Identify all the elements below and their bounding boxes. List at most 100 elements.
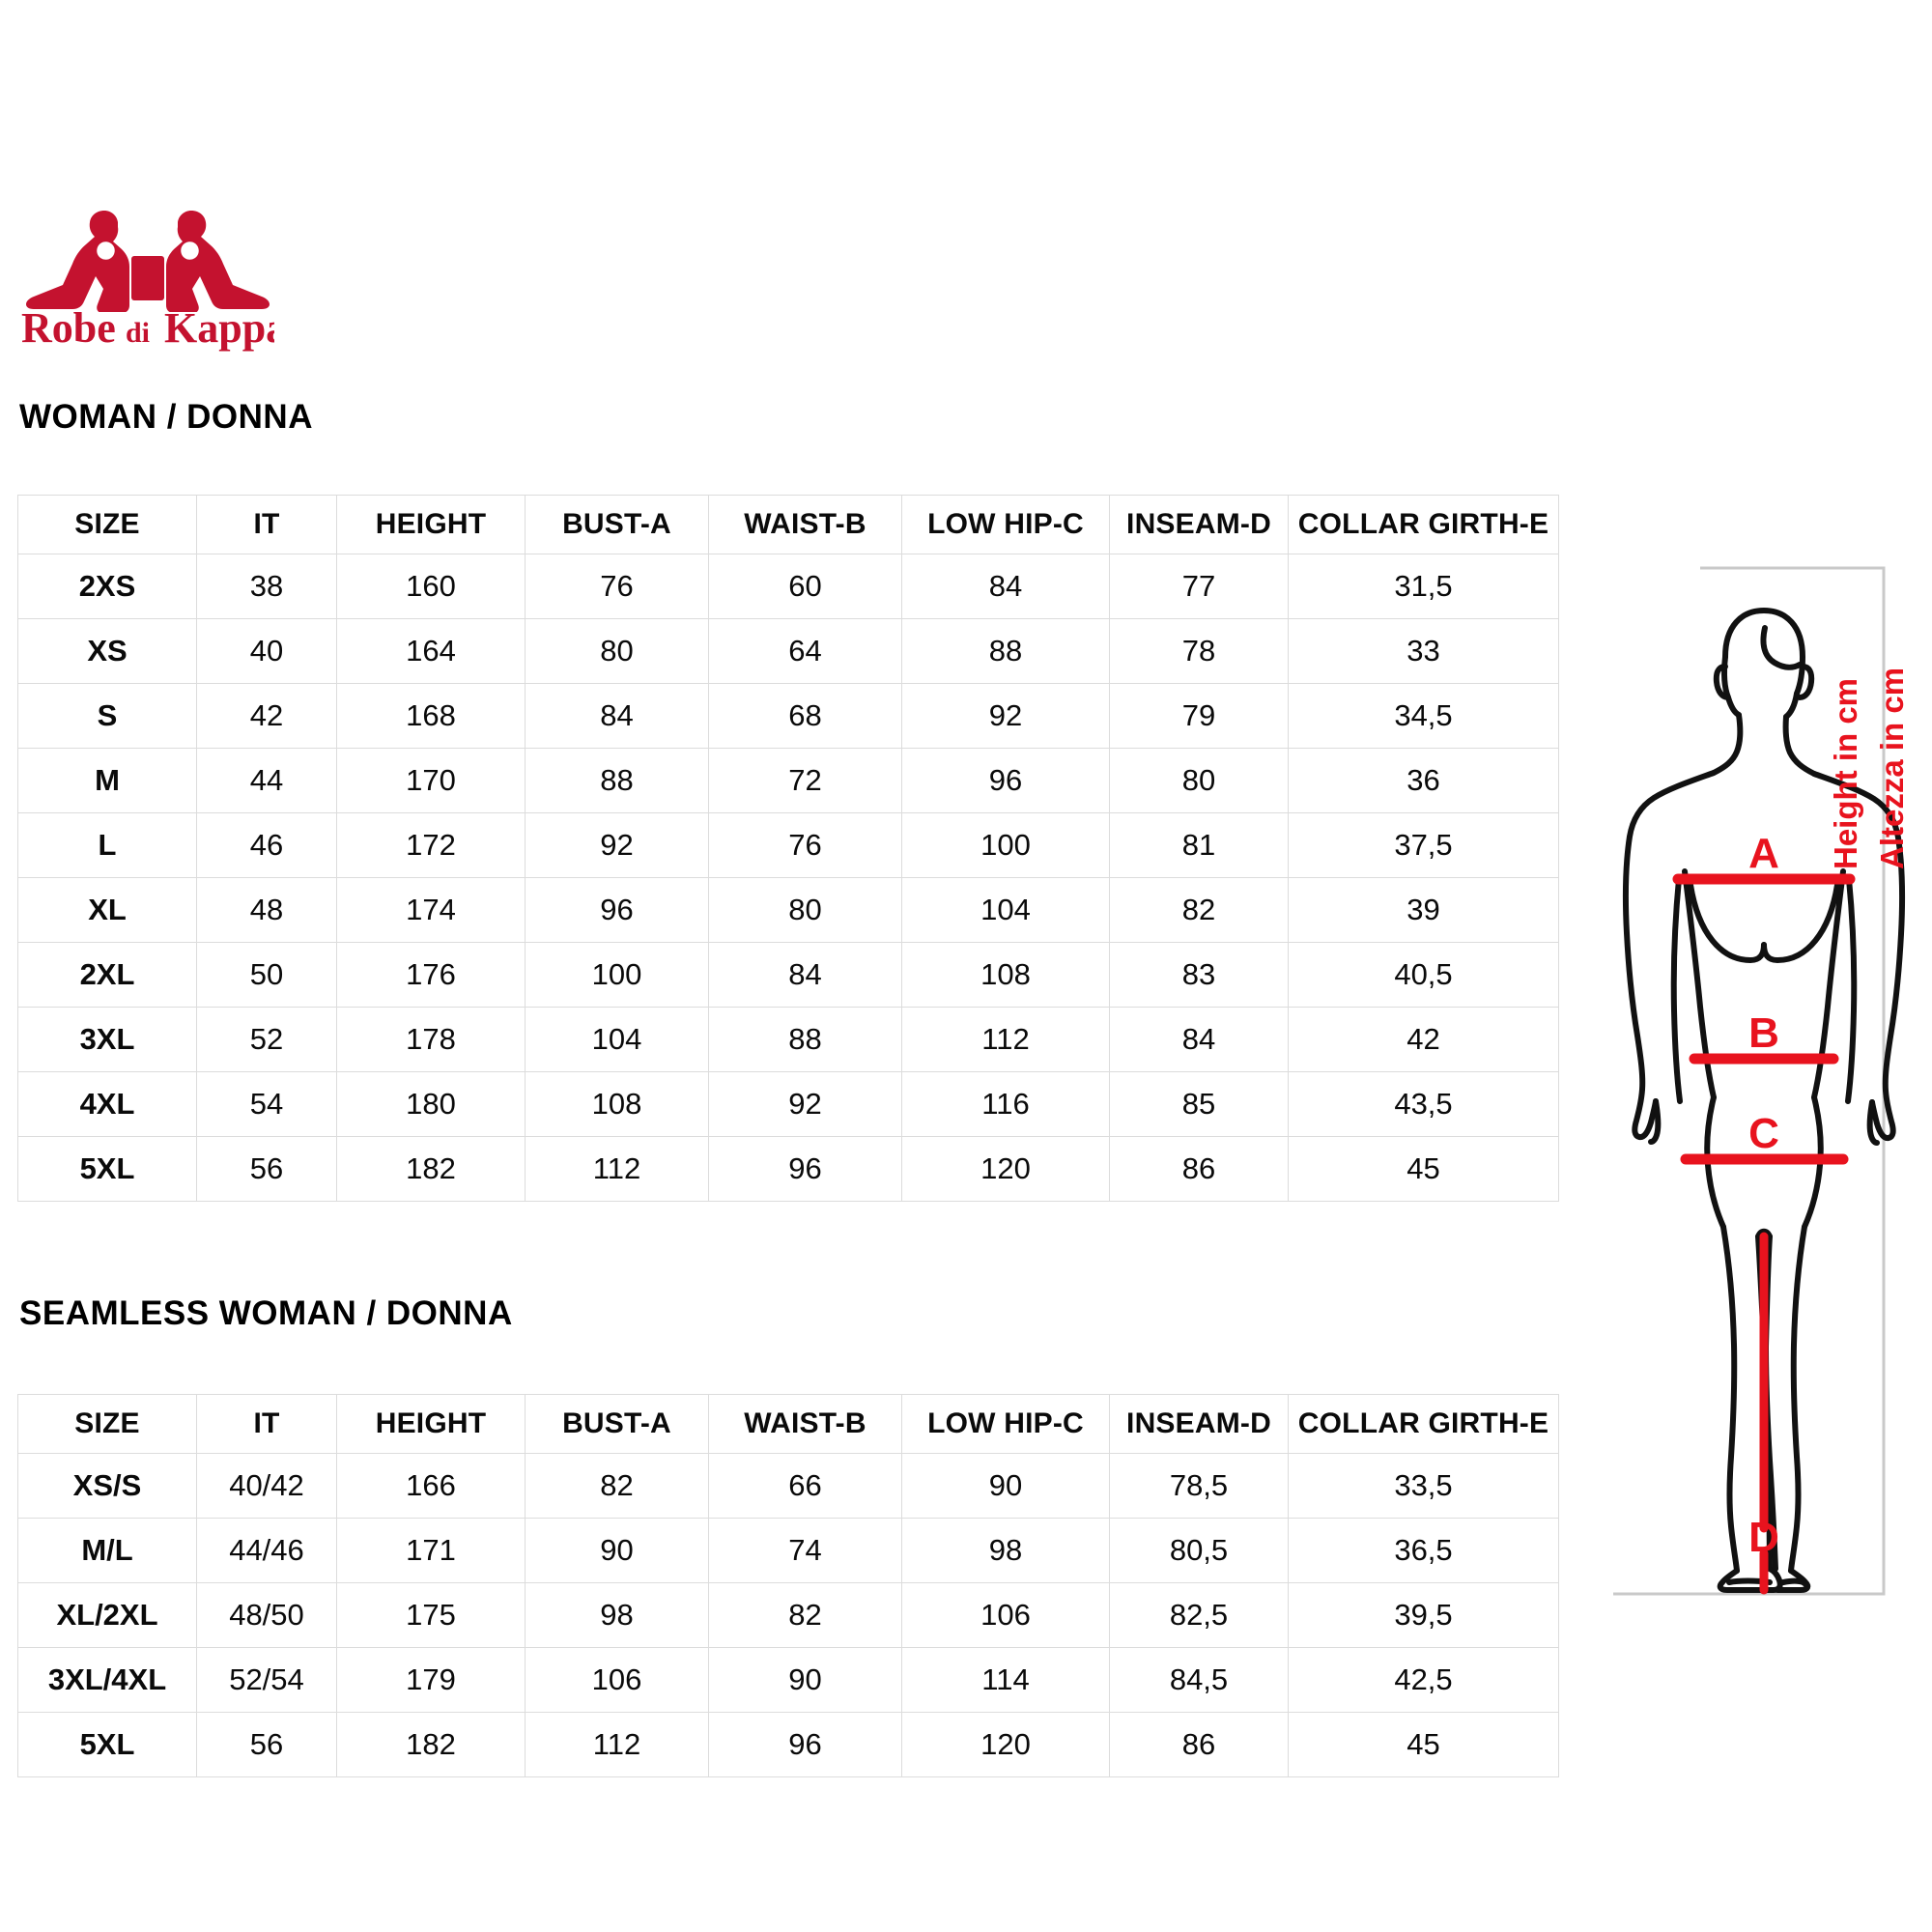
cell-size: XL bbox=[17, 877, 197, 943]
section-title-seamless: SEAMLESS WOMAN / DONNA bbox=[19, 1294, 513, 1332]
cell-it: 54 bbox=[196, 1071, 337, 1137]
table-row: XL 48 174 96 80 104 82 39 bbox=[17, 877, 1559, 943]
cell-inseam: 82 bbox=[1109, 877, 1289, 943]
cell-inseam: 78 bbox=[1109, 618, 1289, 684]
brand-logo: Robe di Kappa bbox=[17, 198, 278, 362]
cell-inseam: 82,5 bbox=[1109, 1582, 1289, 1648]
cell-it: 48 bbox=[196, 877, 337, 943]
col-header-size: SIZE bbox=[17, 495, 197, 554]
cell-collar: 42,5 bbox=[1288, 1647, 1559, 1713]
cell-lowhip: 104 bbox=[901, 877, 1110, 943]
cell-height: 179 bbox=[336, 1647, 526, 1713]
cell-collar: 45 bbox=[1288, 1136, 1559, 1202]
cell-it: 52 bbox=[196, 1007, 337, 1072]
cell-collar: 39 bbox=[1288, 877, 1559, 943]
cell-collar: 45 bbox=[1288, 1712, 1559, 1777]
cell-collar: 36 bbox=[1288, 748, 1559, 813]
col-header-inseam: INSEAM-D bbox=[1109, 1394, 1289, 1454]
cell-size: XS/S bbox=[17, 1453, 197, 1519]
col-header-lowhip: LOW HIP-C bbox=[901, 1394, 1110, 1454]
cell-inseam: 78,5 bbox=[1109, 1453, 1289, 1519]
col-header-size: SIZE bbox=[17, 1394, 197, 1454]
wordmark-di: di bbox=[126, 317, 150, 349]
cell-waist: 76 bbox=[708, 812, 902, 878]
measure-label-a: A bbox=[1748, 830, 1779, 877]
cell-waist: 60 bbox=[708, 554, 902, 619]
wordmark-kappa: Kappa bbox=[164, 306, 274, 352]
cell-collar: 37,5 bbox=[1288, 812, 1559, 878]
cell-inseam: 84,5 bbox=[1109, 1647, 1289, 1713]
cell-inseam: 86 bbox=[1109, 1712, 1289, 1777]
cell-waist: 66 bbox=[708, 1453, 902, 1519]
cell-it: 42 bbox=[196, 683, 337, 749]
cell-collar: 34,5 bbox=[1288, 683, 1559, 749]
cell-height: 180 bbox=[336, 1071, 526, 1137]
cell-bust: 88 bbox=[525, 748, 709, 813]
table-row: XS 40 164 80 64 88 78 33 bbox=[17, 618, 1559, 684]
cell-collar: 36,5 bbox=[1288, 1518, 1559, 1583]
cell-waist: 88 bbox=[708, 1007, 902, 1072]
col-header-bust: BUST-A bbox=[525, 1394, 709, 1454]
cell-lowhip: 92 bbox=[901, 683, 1110, 749]
cell-waist: 68 bbox=[708, 683, 902, 749]
cell-size: XL/2XL bbox=[17, 1582, 197, 1648]
cell-it: 56 bbox=[196, 1136, 337, 1202]
cell-bust: 96 bbox=[525, 877, 709, 943]
cell-bust: 100 bbox=[525, 942, 709, 1008]
measure-label-b: B bbox=[1748, 1009, 1779, 1057]
cell-size: 3XL bbox=[17, 1007, 197, 1072]
measure-label-d: D bbox=[1748, 1514, 1779, 1561]
cell-bust: 112 bbox=[525, 1712, 709, 1777]
cell-waist: 96 bbox=[708, 1712, 902, 1777]
cell-collar: 33 bbox=[1288, 618, 1559, 684]
cell-inseam: 83 bbox=[1109, 942, 1289, 1008]
cell-lowhip: 116 bbox=[901, 1071, 1110, 1137]
cell-height: 172 bbox=[336, 812, 526, 878]
cell-inseam: 77 bbox=[1109, 554, 1289, 619]
wordmark-robe: Robe bbox=[21, 306, 116, 352]
cell-lowhip: 114 bbox=[901, 1647, 1110, 1713]
cell-height: 168 bbox=[336, 683, 526, 749]
cell-it: 50 bbox=[196, 942, 337, 1008]
table-row: M 44 170 88 72 96 80 36 bbox=[17, 748, 1559, 813]
cell-it: 44 bbox=[196, 748, 337, 813]
cell-lowhip: 106 bbox=[901, 1582, 1110, 1648]
cell-size: 2XS bbox=[17, 554, 197, 619]
section-title-woman: WOMAN / DONNA bbox=[19, 398, 313, 436]
cell-collar: 43,5 bbox=[1288, 1071, 1559, 1137]
cell-bust: 106 bbox=[525, 1647, 709, 1713]
cell-lowhip: 100 bbox=[901, 812, 1110, 878]
col-header-it: IT bbox=[196, 495, 337, 554]
cell-size: M/L bbox=[17, 1518, 197, 1583]
col-header-height: HEIGHT bbox=[336, 495, 526, 554]
cell-size: 5XL bbox=[17, 1712, 197, 1777]
table-row: XL/2XL 48/50 175 98 82 106 82,5 39,5 bbox=[17, 1582, 1559, 1648]
cell-inseam: 81 bbox=[1109, 812, 1289, 878]
cell-it: 56 bbox=[196, 1712, 337, 1777]
cell-bust: 108 bbox=[525, 1071, 709, 1137]
cell-height: 178 bbox=[336, 1007, 526, 1072]
table-row: 4XL 54 180 108 92 116 85 43,5 bbox=[17, 1071, 1559, 1137]
height-label-it: Altezza in cm bbox=[1874, 668, 1910, 869]
brand-wordmark: Robe di Kappa bbox=[21, 306, 274, 352]
table-row: 2XL 50 176 100 84 108 83 40,5 bbox=[17, 942, 1559, 1008]
height-label-en: Height in cm bbox=[1828, 678, 1863, 869]
cell-height: 166 bbox=[336, 1453, 526, 1519]
cell-height: 175 bbox=[336, 1582, 526, 1648]
cell-bust: 98 bbox=[525, 1582, 709, 1648]
col-header-waist: WAIST-B bbox=[708, 495, 902, 554]
cell-collar: 33,5 bbox=[1288, 1453, 1559, 1519]
cell-collar: 39,5 bbox=[1288, 1582, 1559, 1648]
cell-size: 4XL bbox=[17, 1071, 197, 1137]
cell-height: 170 bbox=[336, 748, 526, 813]
cell-height: 164 bbox=[336, 618, 526, 684]
cell-lowhip: 112 bbox=[901, 1007, 1110, 1072]
cell-bust: 76 bbox=[525, 554, 709, 619]
cell-lowhip: 120 bbox=[901, 1712, 1110, 1777]
cell-waist: 72 bbox=[708, 748, 902, 813]
cell-bust: 80 bbox=[525, 618, 709, 684]
cell-collar: 42 bbox=[1288, 1007, 1559, 1072]
cell-waist: 74 bbox=[708, 1518, 902, 1583]
cell-collar: 31,5 bbox=[1288, 554, 1559, 619]
cell-size: L bbox=[17, 812, 197, 878]
